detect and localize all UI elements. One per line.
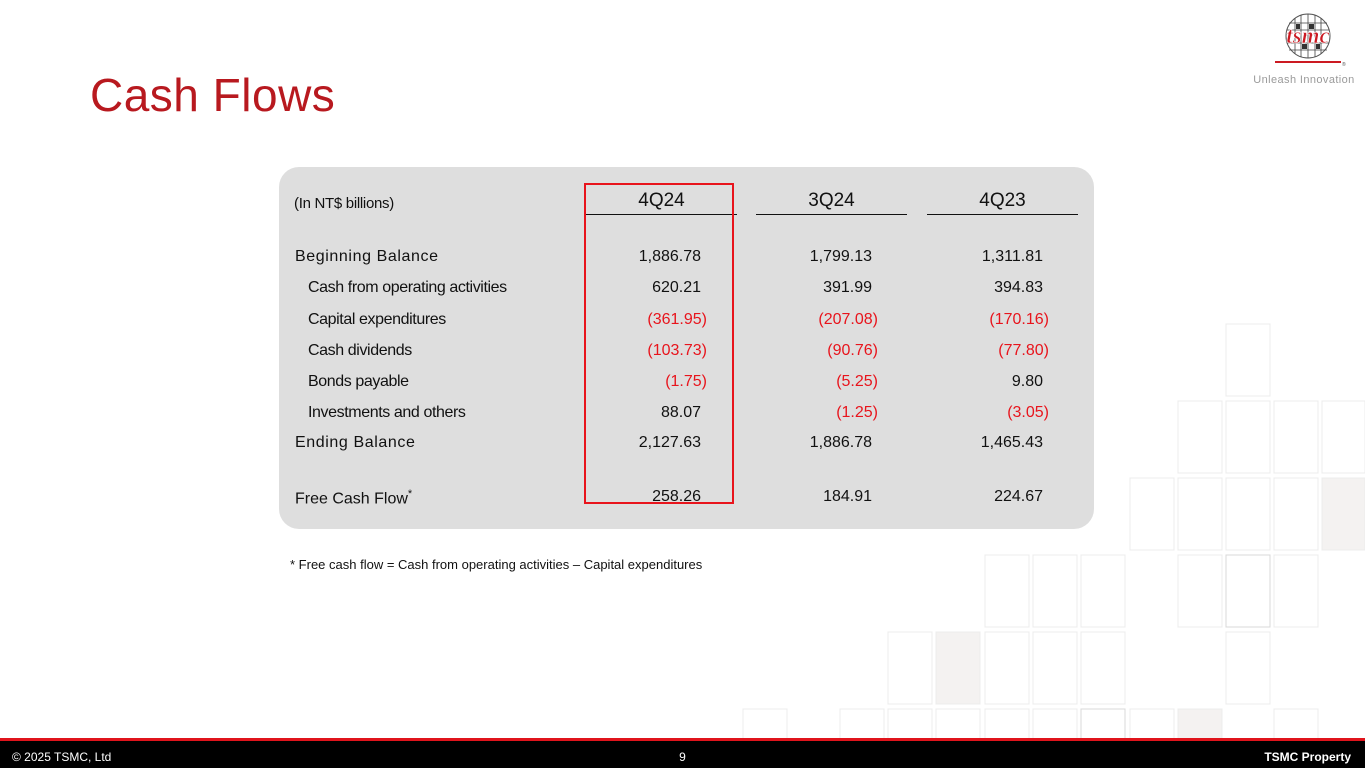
row-label-beginning-balance: Beginning Balance (295, 248, 439, 265)
footer-bar: © 2025 TSMC, Ltd 9 TSMC Property (0, 738, 1365, 768)
cell-dividends-4q23: (77.80) (998, 342, 1049, 359)
cell-beginning-balance-4q24: 1,886.78 (638, 248, 701, 265)
cell-dividends-3q24: (90.76) (827, 342, 878, 359)
cell-capex-3q24: (207.08) (818, 311, 878, 328)
logo-tagline: Unleash Innovation (1253, 74, 1355, 86)
row-label-investments-and-others: Investments and others (308, 404, 466, 421)
cell-investments-3q24: (1.25) (836, 404, 878, 421)
column-header-3q24: 3Q24 (756, 190, 907, 215)
row-label-ending-balance: Ending Balance (295, 434, 416, 451)
logo-wordmark: tsmc (1286, 23, 1329, 48)
tsmc-logo: tsmc ® (1275, 13, 1346, 68)
cell-beginning-balance-4q23: 1,311.81 (981, 248, 1043, 265)
cell-ending-balance-4q24: 2,127.63 (638, 434, 701, 451)
svg-text:®: ® (1342, 61, 1346, 68)
cell-free-cash-flow-4q23: 224.67 (994, 488, 1043, 505)
column-header-4q24: 4Q24 (586, 190, 737, 215)
free-cash-flow-label-text: Free Cash Flow (295, 490, 408, 508)
highlight-box-4q24 (584, 183, 734, 504)
cell-investments-4q24: 88.07 (660, 404, 701, 421)
footer-copyright: © 2025 TSMC, Ltd (12, 750, 112, 764)
cell-investments-4q23: (3.05) (1007, 404, 1049, 421)
footnote-marker: * (407, 488, 413, 500)
cell-ending-balance-4q23: 1,465.43 (980, 434, 1043, 451)
cash-flow-table-panel (279, 167, 1094, 529)
footer-property-label: TSMC Property (1264, 750, 1351, 764)
cell-beginning-balance-3q24: 1,799.13 (809, 248, 872, 265)
row-label-free-cash-flow: Free Cash Flow* (295, 488, 412, 508)
cell-operating-4q24: 620.21 (652, 279, 701, 296)
cell-operating-4q23: 394.83 (994, 279, 1043, 296)
row-label-cash-from-operating-activities: Cash from operating activities (308, 279, 507, 296)
page-number: 9 (679, 750, 686, 764)
page-title: Cash Flows (90, 69, 336, 121)
row-label-cash-dividends: Cash dividends (308, 342, 412, 359)
cell-ending-balance-3q24: 1,886.78 (809, 434, 872, 451)
cell-capex-4q24: (361.95) (647, 311, 707, 328)
column-header-4q23: 4Q23 (927, 190, 1078, 215)
cell-capex-4q23: (170.16) (989, 311, 1049, 328)
cell-bonds-4q23: 9.80 (1011, 373, 1043, 390)
cell-bonds-4q24: (1.75) (665, 373, 707, 390)
table-units-label: (In NT$ billions) (294, 195, 394, 212)
background-tile-pattern (742, 323, 1365, 740)
cell-dividends-4q24: (103.73) (647, 342, 707, 359)
cell-operating-3q24: 391.99 (823, 279, 872, 296)
cell-bonds-3q24: (5.25) (836, 373, 878, 390)
footnote: * Free cash flow = Cash from operating a… (290, 557, 703, 572)
cell-free-cash-flow-3q24: 184.91 (823, 488, 872, 505)
row-label-bonds-payable: Bonds payable (308, 373, 409, 390)
cell-free-cash-flow-4q24: 258.26 (652, 488, 701, 505)
row-label-capital-expenditures: Capital expenditures (308, 311, 446, 328)
